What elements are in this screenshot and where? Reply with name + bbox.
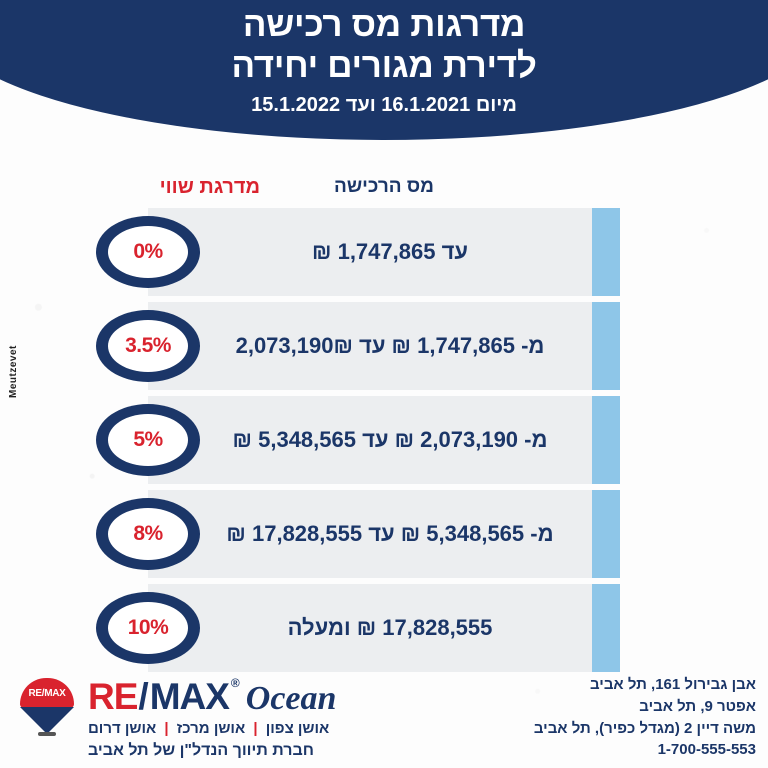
office-name-north: אושן צפון — [265, 720, 330, 737]
row-rate-value: 5% — [108, 414, 188, 466]
balloon-label: RE/MAX — [28, 687, 66, 699]
header-text-block: מדרגות מס רכישה לדירת מגורים יחידה מיום … — [0, 0, 768, 117]
contact-details: אבן גבירול 161, תל אביב אפטר 9, תל אביב … — [534, 674, 756, 761]
column-header-tax: מס הרכישה — [334, 176, 434, 197]
row-background — [148, 490, 620, 578]
row-background — [148, 302, 620, 390]
office-name-south: אושן דרום — [88, 720, 157, 737]
office-separator: | — [164, 720, 169, 737]
column-header-rate: מדרגת שווי — [159, 176, 260, 198]
office-separator: | — [253, 720, 258, 737]
row-accent-block — [592, 208, 620, 296]
table-row: מ- 1,747,865 ₪ עד 2,073,190₪ 3.5% — [0, 302, 768, 390]
brand-wordmark: RE / MAX ® Ocean — [88, 676, 336, 718]
balloon-base — [38, 732, 56, 736]
address-line-1: אבן גבירול 161, תל אביב — [589, 676, 756, 693]
table-row: 17,828,555 ₪ ומעלה 10% — [0, 584, 768, 672]
row-background — [148, 396, 620, 484]
table-row: מ- 5,348,565 ₪ עד 17,828,555 ₪ 8% — [0, 490, 768, 578]
row-range-text: מ- 5,348,565 ₪ עד 17,828,555 ₪ — [226, 521, 554, 546]
column-headers: מדרגת שווי מס הרכישה — [0, 176, 768, 202]
row-rate-badge: 10% — [96, 592, 200, 664]
row-rate-badge: 5% — [96, 404, 200, 476]
office-list: אושן צפון | אושן מרכז | אושן דרום — [88, 720, 329, 737]
row-range-text: 17,828,555 ₪ ומעלה — [287, 615, 493, 640]
balloon-bottom — [20, 707, 74, 734]
row-background — [148, 208, 620, 296]
table-row: מ- 2,073,190 ₪ עד 5,348,565 ₪ 5% — [0, 396, 768, 484]
brand-ocean: Ocean — [245, 680, 337, 717]
row-rate-value: 3.5% — [108, 320, 188, 372]
balloon-top: RE/MAX — [20, 678, 74, 708]
row-rate-badge: 0% — [96, 216, 200, 288]
remax-logo-block: RE/MAX RE / MAX ® Ocean אושן צפון | אושן… — [14, 676, 434, 764]
registered-mark-icon: ® — [230, 676, 240, 690]
company-tagline: חברת תיווך הנדל"ן של תל אביב — [88, 742, 314, 759]
page-subtitle-dates: מיום 16.1.2021 ועד 15.1.2022 — [251, 93, 517, 116]
row-rate-badge: 3.5% — [96, 310, 200, 382]
phone-number: 1-700-555-553 — [657, 741, 756, 759]
table-row: עד 1,747,865 ₪ 0% — [0, 208, 768, 296]
row-accent-block — [592, 396, 620, 484]
brand-slash: / — [138, 676, 149, 717]
page-title-line1: מדרגות מס רכישה — [242, 5, 526, 44]
row-accent-block — [592, 490, 620, 578]
row-range-text: מ- 2,073,190 ₪ עד 5,348,565 ₪ — [232, 427, 548, 452]
address-line-3: משה דיין 2 (מגדל כפיר), תל אביב — [533, 719, 756, 737]
row-rate-value: 10% — [108, 602, 188, 654]
brand-re: RE — [88, 676, 138, 717]
office-name-center: אושן מרכז — [176, 720, 246, 737]
address-line-2: אפטר 9, תל אביב — [639, 697, 756, 715]
header-banner: מדרגות מס רכישה לדירת מגורים יחידה מיום … — [0, 0, 768, 140]
footer: RE/MAX RE / MAX ® Ocean אושן צפון | אושן… — [0, 668, 768, 768]
row-accent-block — [592, 302, 620, 390]
page-title-line2: לדירת מגורים יחידה — [231, 46, 537, 86]
row-range-text: עד 1,747,865 ₪ — [312, 239, 468, 264]
brand-max: MAX — [149, 676, 230, 717]
row-rate-value: 8% — [108, 508, 188, 560]
hot-air-balloon-icon: RE/MAX — [20, 678, 74, 736]
row-accent-block — [592, 584, 620, 672]
row-range-text: מ- 1,747,865 ₪ עד 2,073,190₪ — [235, 333, 545, 358]
tax-bracket-list: עד 1,747,865 ₪ 0% מ- 1,747,865 ₪ עד 2,07… — [0, 208, 768, 678]
designer-credit: Meutzevet — [8, 345, 19, 398]
row-rate-badge: 8% — [96, 498, 200, 570]
row-background — [148, 584, 620, 672]
row-rate-value: 0% — [108, 226, 188, 278]
